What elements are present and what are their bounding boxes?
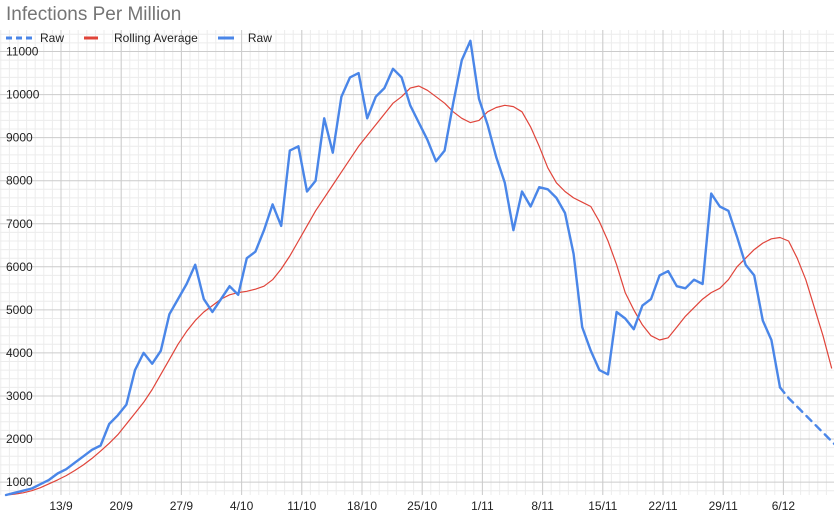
y-tick-label: 8000	[6, 174, 33, 188]
x-tick-label: 22/11	[648, 499, 677, 513]
x-tick-label: 25/10	[407, 499, 437, 513]
major-gridlines	[0, 30, 834, 495]
x-tick-label: 6/12	[772, 499, 796, 513]
x-tick-label: 1/11	[471, 499, 494, 513]
x-tick-label: 29/11	[709, 499, 738, 513]
y-tick-label: 1000	[6, 475, 33, 489]
series-lines	[4, 39, 834, 497]
legend-swatch-dashed	[6, 36, 34, 40]
legend-item-raw-projection[interactable]: Raw	[6, 31, 64, 45]
legend-swatch-blue	[217, 36, 234, 40]
y-tick-label: 10000	[6, 88, 40, 102]
y-tick-label: 2000	[6, 432, 33, 446]
series-line-projection	[778, 386, 834, 446]
y-tick-label: 9000	[6, 131, 33, 145]
y-tick-label: 5000	[6, 303, 33, 317]
series-line-raw	[4, 39, 782, 497]
y-axis-ticks: 1000 2000 3000 4000 5000 6000 7000 8000 9000 1000…	[6, 45, 40, 490]
x-tick-label: 27/9	[170, 499, 194, 513]
y-tick-label: 7000	[6, 217, 33, 231]
legend-item-raw[interactable]: Raw	[214, 31, 272, 45]
y-tick-label: 6000	[6, 260, 33, 274]
chart-legend: Raw Rolling Average Raw	[6, 30, 288, 46]
x-tick-label: 20/9	[110, 499, 134, 513]
chart-title: Infections Per Million	[6, 4, 182, 25]
legend-swatch-red	[84, 36, 99, 40]
x-tick-label: 15/11	[588, 499, 617, 513]
x-tick-label: 4/10	[230, 499, 254, 513]
x-tick-label: 8/11	[531, 499, 554, 513]
x-axis-ticks: 13/9 20/9 27/9 4/10 11/10 18/10 25/10 1/11 8/11 1…	[49, 499, 795, 513]
legend-label: Raw	[40, 31, 65, 45]
series-line-rolling	[5, 85, 833, 496]
y-tick-label: 4000	[6, 346, 33, 360]
x-tick-label: 18/10	[347, 499, 377, 513]
y-tick-label: 3000	[6, 389, 33, 403]
legend-label: Raw	[247, 31, 272, 45]
x-tick-label: 13/9	[49, 499, 73, 513]
legend-item-rolling-average[interactable]: Rolling Average	[80, 31, 198, 45]
y-tick-label: 11000	[6, 45, 39, 59]
x-tick-label: 11/10	[287, 499, 316, 513]
legend-label: Rolling Average	[114, 31, 198, 45]
minor-gridlines	[0, 30, 834, 495]
